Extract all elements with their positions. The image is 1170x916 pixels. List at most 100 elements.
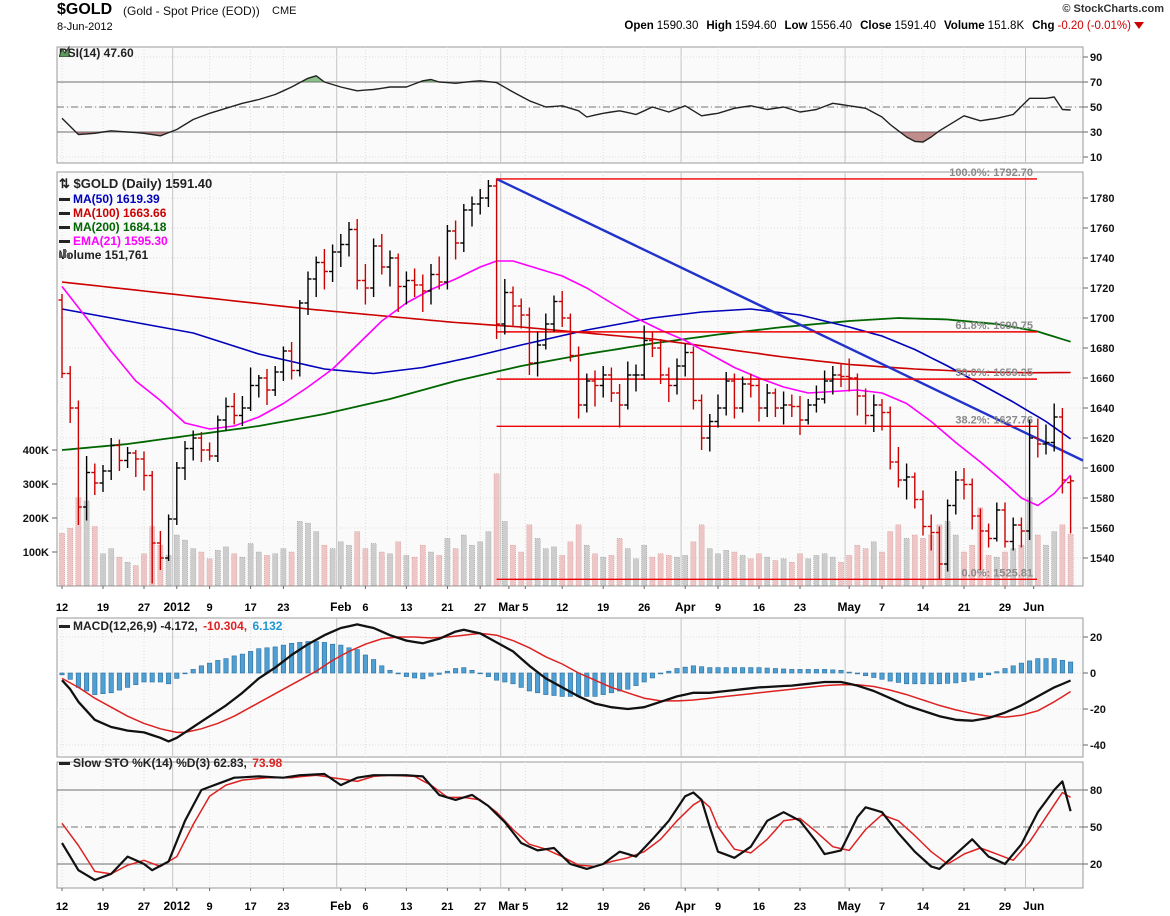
volume-axis-label: 400K <box>23 445 49 457</box>
ma50-legend: MA(50) 1619.39 <box>59 192 160 206</box>
price-title-text: $GOLD (Daily) 1591.40 <box>73 176 213 191</box>
chg-down-triangle-icon <box>1134 22 1144 29</box>
x-axis-label: 9 <box>715 901 721 913</box>
price-legend-title: ⇅ $GOLD (Daily) 1591.40 <box>59 176 212 192</box>
price-style-icon: ⇅ <box>59 176 70 191</box>
x-axis-label: 12 <box>556 602 568 614</box>
fib-label: 100.0%: 1792.70 <box>949 167 1033 179</box>
macd-line-icon <box>59 625 70 629</box>
x-axis-label: 9 <box>715 602 721 614</box>
x-axis-label: Apr <box>675 899 696 913</box>
macd-legend-text: MACD(12,26,9) -4.172, <box>73 619 198 633</box>
x-axis-label: 12 <box>556 901 568 913</box>
x-axis-label: 6 <box>362 901 368 913</box>
y-axis-label: 1620 <box>1090 433 1114 445</box>
y-axis-label: 1780 <box>1090 193 1114 205</box>
y-axis-label: 1600 <box>1090 463 1114 475</box>
x-axis-label: 27 <box>138 901 150 913</box>
x-axis-label: 13 <box>400 602 412 614</box>
close-value: 1591.40 <box>894 20 936 32</box>
x-axis-label: 17 <box>244 602 256 614</box>
rsi-legend-text: RSI(14) 47.60 <box>59 46 134 60</box>
open-label: Open <box>624 20 654 32</box>
y-axis-label: 1660 <box>1090 373 1114 385</box>
x-axis-label: 7 <box>879 602 885 614</box>
low-label: Low <box>784 20 808 32</box>
ma100-legend: MA(100) 1663.66 <box>59 206 166 220</box>
y-axis-label: 1580 <box>1090 493 1114 505</box>
x-axis-label: 26 <box>638 901 650 913</box>
x-axis-label: 21 <box>958 901 970 913</box>
sto-legend: Slow STO %K(14) %D(3) 62.83, 73.98 <box>59 756 282 770</box>
x-axis-label: 9 <box>207 602 213 614</box>
macd-signal-value: -10.304, <box>203 619 248 633</box>
quote-bar: Open 1590.30 High 1594.60 Low 1556.40 Close 159… <box>624 20 1144 32</box>
ma50-line-icon <box>59 198 70 202</box>
x-axis-label: 23 <box>277 901 289 913</box>
x-axis-label: May <box>838 600 862 614</box>
y-axis-label: 30 <box>1090 127 1102 139</box>
volume-axis-label: 100K <box>23 547 49 559</box>
y-axis-label: 1540 <box>1090 553 1114 565</box>
x-axis-label: 29 <box>999 901 1011 913</box>
volume-icon <box>59 249 70 258</box>
x-axis-label: 7 <box>879 901 885 913</box>
x-axis-label: Jun <box>1023 600 1044 614</box>
x-axis-label: 27 <box>138 602 150 614</box>
x-axis-label: 21 <box>441 901 453 913</box>
macd-histogram-value: 6.132 <box>252 619 283 633</box>
fib-label: 61.8%: 1690.75 <box>955 320 1033 332</box>
fib-label: 50.0%: 1659.25 <box>955 367 1033 379</box>
x-axis-label: 16 <box>753 901 765 913</box>
volume-value: 151.8K <box>987 20 1025 32</box>
x-axis-label: 17 <box>244 901 256 913</box>
x-axis-label: 5 <box>522 901 528 913</box>
y-axis-label: 20 <box>1090 632 1102 644</box>
volume-legend-text: Volume 151,761 <box>59 248 149 262</box>
y-axis-label: -20 <box>1090 704 1106 716</box>
ema21-legend-text: EMA(21) 1595.30 <box>73 234 168 248</box>
x-axis-label: Feb <box>330 600 351 614</box>
volume-legend: Volume 151,761 <box>59 248 148 262</box>
x-axis-label: 23 <box>794 602 806 614</box>
volume-label: Volume <box>943 20 985 32</box>
x-axis-label: 14 <box>917 602 930 614</box>
copyright: © StockCharts.com <box>1062 3 1164 15</box>
x-axis-label: Mar <box>498 899 520 913</box>
high-label: High <box>706 20 732 32</box>
x-axis-label: 12 <box>56 901 68 913</box>
x-axis-label: 29 <box>999 602 1011 614</box>
volume-axis-label: 300K <box>23 479 49 491</box>
y-axis-label: 1640 <box>1090 403 1114 415</box>
x-axis-label: 27 <box>474 901 486 913</box>
symbol-name: (Gold - Spot Price (EOD)) <box>123 4 260 18</box>
symbol: $GOLD <box>57 1 113 18</box>
y-axis-label: 1720 <box>1090 283 1114 295</box>
y-axis-label: 80 <box>1090 785 1102 797</box>
sto-legend-text: Slow STO %K(14) %D(3) 62.83, <box>73 756 247 770</box>
y-axis-label: 0 <box>1090 668 1096 680</box>
y-axis-label: 50 <box>1090 102 1102 114</box>
ma100-legend-text: MA(100) 1663.66 <box>73 206 167 220</box>
low-value: 1556.40 <box>810 20 853 32</box>
x-axis-label: Apr <box>675 600 696 614</box>
x-axis-label: 19 <box>597 901 609 913</box>
ema21-legend: EMA(21) 1595.30 <box>59 234 168 248</box>
ma50-legend-text: MA(50) 1619.39 <box>73 192 160 206</box>
y-axis-label: 1740 <box>1090 253 1114 265</box>
open-value: 1590.30 <box>656 20 699 32</box>
rsi-legend: RSI(14) 47.60 <box>59 46 134 60</box>
x-axis-label: 21 <box>958 602 970 614</box>
x-axis-label: Jun <box>1023 899 1044 913</box>
x-axis-label: Mar <box>498 600 520 614</box>
x-axis-label: 19 <box>597 602 609 614</box>
x-axis-label: 13 <box>400 901 412 913</box>
y-axis-label: 90 <box>1090 52 1102 64</box>
y-axis-label: 1760 <box>1090 223 1114 235</box>
ma100-line-icon <box>59 212 70 216</box>
rsi-icon <box>59 46 70 57</box>
y-axis-label: 70 <box>1090 77 1102 89</box>
x-axis-label: 5 <box>522 602 528 614</box>
